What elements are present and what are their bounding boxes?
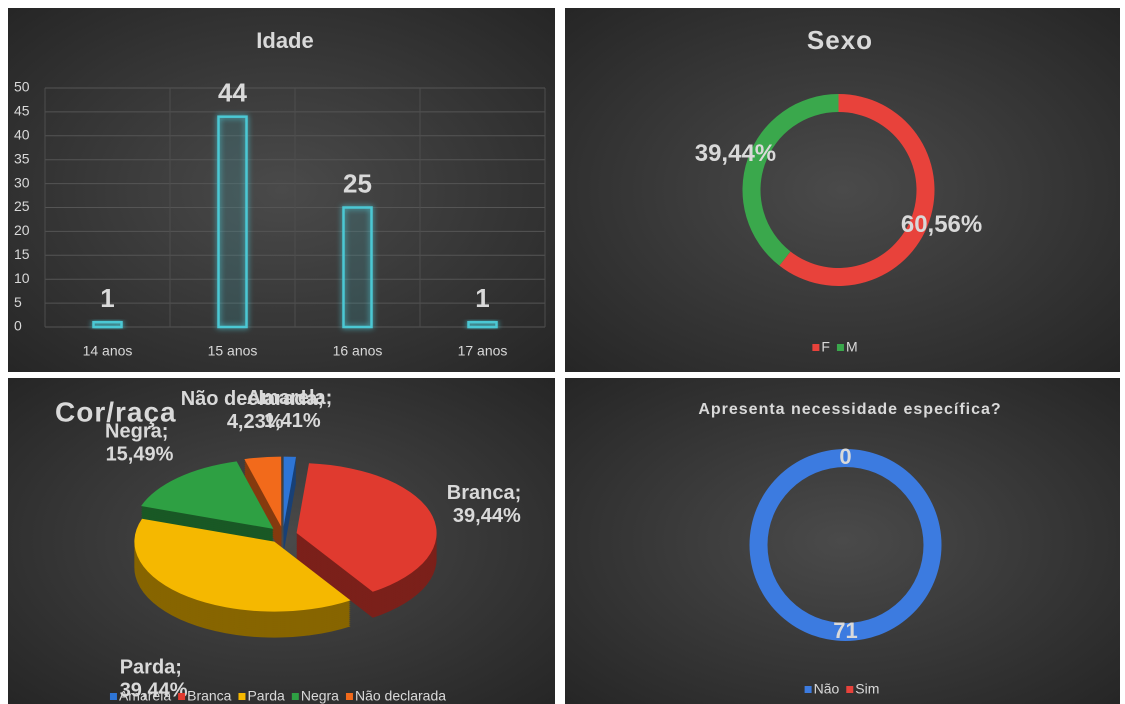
legend-swatch xyxy=(345,693,353,700)
y-tick-label: 40 xyxy=(14,127,30,143)
legend-swatch xyxy=(812,344,820,351)
x-tick-label: 14 anos xyxy=(83,343,133,359)
pie-slice xyxy=(141,461,274,529)
legend-swatch xyxy=(804,686,812,693)
bar xyxy=(342,206,373,329)
legend-swatch xyxy=(178,693,186,700)
legend: Não Sim xyxy=(804,681,879,697)
data-label: 71 xyxy=(833,618,857,643)
data-label: Não declarada; 4,23% xyxy=(181,388,330,433)
bar xyxy=(467,320,498,329)
y-tick-label: 5 xyxy=(14,294,22,310)
legend: Amarela Branca Parda Negra Não declarada xyxy=(109,688,446,704)
panel-background xyxy=(565,8,1120,372)
legend-label: Negra xyxy=(301,688,339,704)
x-tick-label: 17 anos xyxy=(458,343,508,359)
legend-label: M xyxy=(846,339,858,355)
pie-slice xyxy=(244,456,282,527)
legend-swatch xyxy=(238,693,246,700)
y-tick-label: 0 xyxy=(14,318,22,334)
chart-title: Idade xyxy=(256,28,313,53)
doughnut-segment xyxy=(779,94,935,286)
legend-label: Sim xyxy=(855,681,879,697)
bar xyxy=(92,320,123,329)
data-label: Amarela; 1,41% xyxy=(247,387,338,432)
data-label: 1 xyxy=(100,283,114,313)
y-tick-label: 50 xyxy=(14,79,30,95)
data-label: 1 xyxy=(475,283,489,313)
x-tick-label: 16 anos xyxy=(333,343,383,359)
data-label: Parda; 39,44% xyxy=(120,657,188,702)
data-label: 39,44% xyxy=(695,140,776,167)
pie-slice xyxy=(134,518,351,612)
chart-title: Sexo xyxy=(807,25,873,55)
data-label: 0 xyxy=(839,444,851,469)
legend-swatch xyxy=(836,344,844,351)
y-tick-label: 25 xyxy=(14,198,30,214)
data-label: 25 xyxy=(343,168,372,198)
pie-slice xyxy=(283,456,297,527)
legend-swatch xyxy=(109,693,117,700)
x-tick-label: 15 anos xyxy=(208,343,258,359)
y-tick-label: 45 xyxy=(14,103,30,119)
panel-background xyxy=(8,378,555,704)
pie-slice xyxy=(296,463,437,592)
y-tick-label: 10 xyxy=(14,270,30,286)
data-label: 44 xyxy=(218,78,247,108)
data-label: 60,56% xyxy=(901,211,982,238)
legend-label: Não xyxy=(814,681,840,697)
legend-swatch xyxy=(291,693,299,700)
panel-background xyxy=(565,378,1120,704)
legend-swatch xyxy=(846,686,854,693)
legend-label: Branca xyxy=(187,688,232,704)
chart-title: Cor/raça xyxy=(55,396,177,427)
chart-title: Apresenta necessidade específica? xyxy=(698,401,1001,418)
y-tick-label: 35 xyxy=(14,150,30,166)
data-label: Branca; 39,44% xyxy=(447,482,527,527)
legend-label: F xyxy=(821,339,830,355)
legend-label: Não declarada xyxy=(355,688,446,704)
bar xyxy=(217,115,248,329)
y-tick-label: 30 xyxy=(14,174,30,190)
panel-background xyxy=(8,8,555,372)
data-label: Negra; 15,49% xyxy=(105,421,174,466)
legend-label: Parda xyxy=(247,688,285,704)
doughnut-segment xyxy=(742,94,839,266)
y-tick-label: 15 xyxy=(14,246,30,262)
y-tick-label: 20 xyxy=(14,222,30,238)
legend-label: Amarela xyxy=(119,688,171,704)
